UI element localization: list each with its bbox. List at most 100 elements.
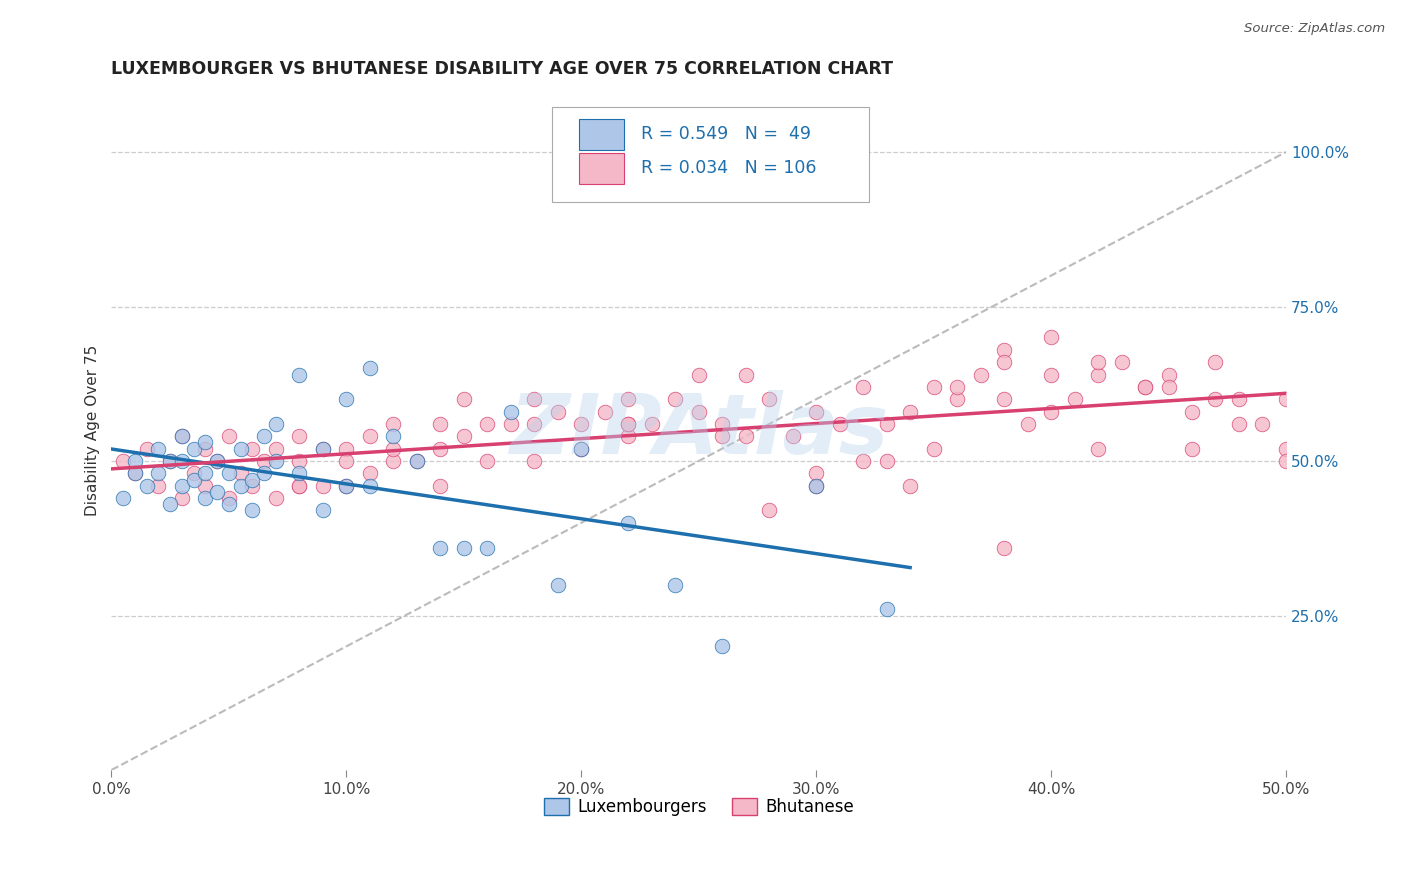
Point xyxy=(804,404,827,418)
Point xyxy=(159,454,181,468)
Point xyxy=(1181,442,1204,456)
Point xyxy=(1040,368,1063,382)
Point xyxy=(112,454,135,468)
Point xyxy=(1087,368,1109,382)
Point xyxy=(876,417,898,431)
Point xyxy=(253,467,276,481)
Point xyxy=(135,442,157,456)
Point xyxy=(218,491,240,505)
Point xyxy=(477,541,499,555)
Point xyxy=(240,473,263,487)
Point xyxy=(264,491,287,505)
Point xyxy=(1063,392,1085,407)
Point xyxy=(734,429,756,443)
Point xyxy=(547,577,569,591)
Point xyxy=(170,429,193,443)
Text: R = 0.549   N =  49: R = 0.549 N = 49 xyxy=(641,126,811,144)
Point xyxy=(335,479,357,493)
Point xyxy=(898,404,921,418)
Point xyxy=(359,429,381,443)
Point xyxy=(170,491,193,505)
FancyBboxPatch shape xyxy=(553,107,869,202)
Point xyxy=(453,392,475,407)
Point xyxy=(876,454,898,468)
Point xyxy=(1133,380,1156,394)
Point xyxy=(804,467,827,481)
Point xyxy=(264,442,287,456)
Point xyxy=(240,442,263,456)
Point xyxy=(429,417,451,431)
Point xyxy=(547,404,569,418)
Point xyxy=(229,479,252,493)
Point xyxy=(1133,380,1156,394)
Point xyxy=(148,442,170,456)
Point xyxy=(1157,380,1180,394)
Point xyxy=(1087,355,1109,369)
Point xyxy=(1181,404,1204,418)
Point xyxy=(183,467,205,481)
Point xyxy=(1275,392,1298,407)
Point xyxy=(711,417,734,431)
Point xyxy=(477,417,499,431)
Point xyxy=(993,541,1015,555)
Point xyxy=(477,454,499,468)
Point xyxy=(124,454,146,468)
Point xyxy=(569,417,592,431)
Point xyxy=(499,417,522,431)
Point xyxy=(124,467,146,481)
Point xyxy=(288,479,311,493)
Point xyxy=(240,479,263,493)
Point xyxy=(922,442,945,456)
Point xyxy=(688,368,710,382)
Point xyxy=(183,442,205,456)
Point xyxy=(405,454,427,468)
Point xyxy=(758,503,780,517)
Point xyxy=(312,442,335,456)
Point xyxy=(876,602,898,616)
Point xyxy=(711,640,734,654)
Text: LUXEMBOURGER VS BHUTANESE DISABILITY AGE OVER 75 CORRELATION CHART: LUXEMBOURGER VS BHUTANESE DISABILITY AGE… xyxy=(111,60,893,78)
Point xyxy=(264,454,287,468)
Point xyxy=(382,454,405,468)
Point xyxy=(288,429,311,443)
Point xyxy=(288,467,311,481)
Point xyxy=(405,454,427,468)
Point xyxy=(194,491,217,505)
Point xyxy=(993,392,1015,407)
Point xyxy=(453,541,475,555)
Point xyxy=(523,417,546,431)
Point xyxy=(1040,404,1063,418)
Point xyxy=(641,417,664,431)
Point xyxy=(229,442,252,456)
Point xyxy=(1251,417,1274,431)
Y-axis label: Disability Age Over 75: Disability Age Over 75 xyxy=(86,344,100,516)
Point xyxy=(253,429,276,443)
Point xyxy=(993,355,1015,369)
Point xyxy=(499,404,522,418)
Point xyxy=(253,454,276,468)
Point xyxy=(240,503,263,517)
Point xyxy=(359,479,381,493)
Point xyxy=(664,392,686,407)
Point xyxy=(312,503,335,517)
Point xyxy=(264,417,287,431)
Point xyxy=(359,467,381,481)
Point xyxy=(382,429,405,443)
Point xyxy=(1275,454,1298,468)
Point xyxy=(205,484,228,499)
Point xyxy=(170,454,193,468)
Legend: Luxembourgers, Bhutanese: Luxembourgers, Bhutanese xyxy=(537,791,860,822)
Point xyxy=(758,392,780,407)
Point xyxy=(1017,417,1039,431)
Point xyxy=(312,479,335,493)
Point xyxy=(288,479,311,493)
Point xyxy=(170,429,193,443)
Text: ZIPAtlas: ZIPAtlas xyxy=(509,390,889,471)
Point xyxy=(946,380,969,394)
Point xyxy=(453,429,475,443)
Point xyxy=(852,454,875,468)
Point xyxy=(335,479,357,493)
Point xyxy=(359,361,381,376)
Point xyxy=(148,467,170,481)
Point xyxy=(946,392,969,407)
